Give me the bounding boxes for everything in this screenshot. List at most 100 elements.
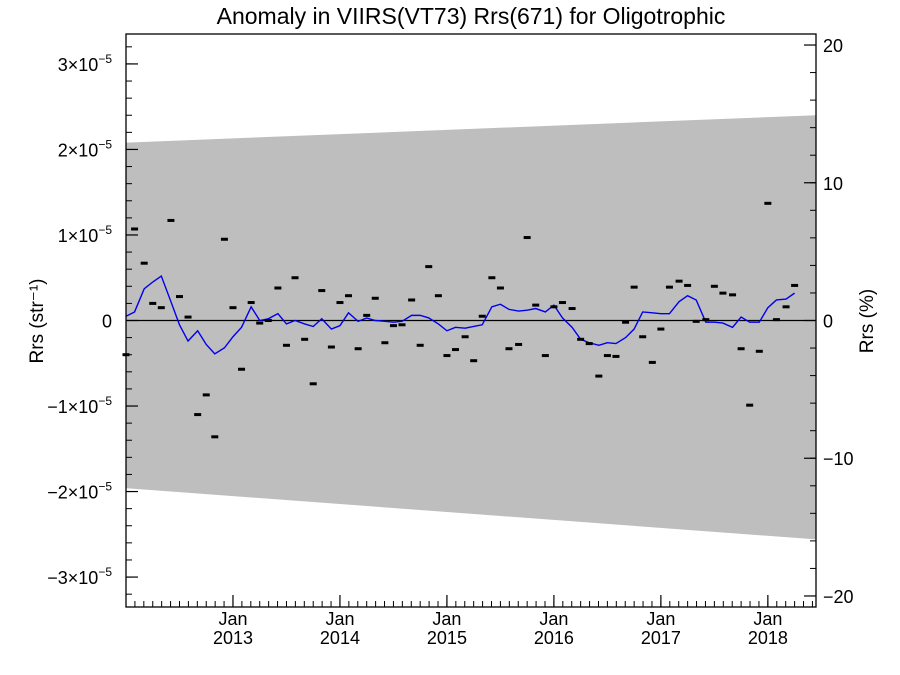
y-axis-label: Rrs (str⁻¹) <box>27 279 48 364</box>
y-tick-label: 0 <box>102 312 112 332</box>
anomaly-point <box>175 295 183 299</box>
anomaly-point <box>496 286 504 290</box>
anomaly-point <box>425 265 433 269</box>
y2-tick-label: −20 <box>823 587 854 607</box>
x-tick-month-label: Jan <box>432 609 461 629</box>
anomaly-point <box>416 343 424 347</box>
anomaly-point <box>140 261 148 265</box>
left-y-axis: 3×10−5 2×10−5 1×10−5 0 −1×10−5 −2×10−5 −3×10−5 <box>47 46 138 595</box>
anomaly-point <box>595 374 603 378</box>
anomaly-point <box>603 354 611 358</box>
anomaly-point <box>354 347 362 351</box>
anomaly-point <box>318 289 326 293</box>
anomaly-point <box>692 319 700 323</box>
anomaly-point <box>729 293 737 297</box>
anomaly-point <box>336 301 344 305</box>
running-mean-line <box>125 274 796 355</box>
y-tick-label: −1×10−5 <box>47 394 112 417</box>
anomaly-point <box>381 341 389 345</box>
anomaly-point <box>577 337 585 341</box>
anomaly-point <box>184 315 192 319</box>
anomaly-point <box>639 335 647 339</box>
x-tick-year-label: 2017 <box>641 628 681 648</box>
anomaly-point <box>710 284 718 288</box>
anomaly-point <box>443 354 451 358</box>
anomaly-point <box>264 319 272 322</box>
anomaly-point <box>301 337 309 341</box>
anomaly-point <box>371 296 379 300</box>
anomaly-point <box>149 301 157 305</box>
y-tick-label: 1×10−5 <box>58 223 113 246</box>
anomaly-point <box>532 303 540 307</box>
x-tick-month-label: Jan <box>325 609 354 629</box>
anomaly-point <box>229 306 237 310</box>
y-tick-label: −2×10−5 <box>47 480 112 503</box>
x-tick-month-label: Jan <box>218 609 247 629</box>
anomaly-point <box>568 307 576 311</box>
anomaly-point <box>408 298 416 302</box>
y2-tick-label: 10 <box>823 174 843 194</box>
anomaly-point <box>274 286 282 290</box>
y-tick-label: −3×10−5 <box>47 565 112 588</box>
y-tick-label: 2×10−5 <box>58 137 113 160</box>
anomaly-point <box>470 359 478 363</box>
anomaly-point <box>782 305 790 309</box>
anomaly-point <box>238 367 246 371</box>
chart-title: Anomaly in VIIRS(VT73) Rrs(671) for Olig… <box>217 3 726 29</box>
anomaly-point <box>772 318 780 322</box>
running-mean-line-layer <box>125 274 816 355</box>
anomaly-point <box>488 276 496 280</box>
x-tick-year-label: 2013 <box>213 628 253 648</box>
anomaly-point <box>461 335 469 339</box>
x-tick-month-label: Jan <box>539 609 568 629</box>
x-tick-year-label: 2015 <box>427 628 467 648</box>
x-axis: Jan2013Jan2014Jan2015Jan2016Jan2017Jan20… <box>125 595 813 648</box>
anomaly-point <box>291 276 299 280</box>
y-tick-label: 3×10−5 <box>58 52 113 75</box>
anomaly-point <box>675 279 683 283</box>
anomaly-point <box>755 349 763 353</box>
anomaly-point <box>541 354 549 358</box>
anomaly-point <box>345 294 353 298</box>
anomaly-point <box>220 237 228 241</box>
x-tick-month-label: Jan <box>753 609 782 629</box>
anomaly-point <box>256 321 264 325</box>
x-tick-year-label: 2016 <box>534 628 574 648</box>
anomaly-point <box>157 306 165 310</box>
anomaly-point <box>702 318 710 322</box>
anomaly-points-layer <box>122 201 799 439</box>
anomaly-point <box>167 218 175 222</box>
anomaly-point <box>247 301 255 305</box>
anomaly-point <box>612 354 620 358</box>
anomaly-point <box>665 285 673 289</box>
anomaly-point <box>478 314 486 318</box>
y2-tick-label: −10 <box>823 449 854 469</box>
right-y-axis: 20 10 0 −10 −20 <box>804 36 854 607</box>
anomaly-point <box>719 291 727 295</box>
anomaly-point <box>327 345 335 349</box>
anomaly-point <box>764 201 772 205</box>
anomaly-point <box>194 413 202 417</box>
anomaly-point <box>363 313 371 317</box>
y2-axis-label: Rrs (%) <box>857 289 878 353</box>
anomaly-point <box>622 320 630 324</box>
x-tick-month-label: Jan <box>646 609 675 629</box>
anomaly-point <box>309 382 317 386</box>
anomaly-point <box>398 323 406 327</box>
anomaly-point <box>684 283 692 287</box>
anomaly-point <box>630 285 638 289</box>
anomaly-point <box>657 327 665 331</box>
anomaly-point <box>558 301 566 305</box>
anomaly-point <box>434 294 442 298</box>
x-tick-year-label: 2014 <box>320 628 360 648</box>
anomaly-point <box>211 435 219 439</box>
anomaly-point <box>585 342 593 346</box>
x-tick-year-label: 2018 <box>748 628 788 648</box>
anomaly-point <box>451 348 459 352</box>
anomaly-point <box>515 342 523 346</box>
anomaly-point <box>737 347 745 351</box>
anomaly-point <box>648 360 656 364</box>
y2-tick-label: 0 <box>823 312 833 332</box>
y2-tick-label: 20 <box>823 36 843 56</box>
